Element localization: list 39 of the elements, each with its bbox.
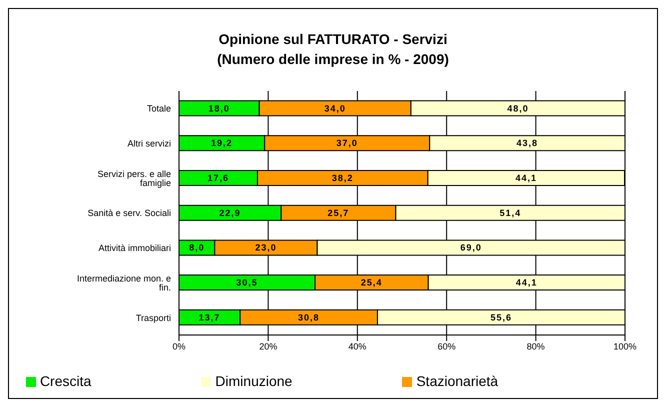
legend-label: Diminuzione <box>215 373 292 389</box>
data-label: 69,0 <box>460 242 482 253</box>
data-label: 25,4 <box>360 278 382 288</box>
y-tick-label: Intermediazione mon. e fin. <box>76 273 171 292</box>
data-label: 30,5 <box>236 278 258 288</box>
x-tick-label: 60% <box>438 341 456 352</box>
x-tick-label: 0% <box>172 341 186 352</box>
data-label: 23,0 <box>255 242 277 253</box>
x-tick-label: 40% <box>348 341 366 352</box>
data-label: 17,6 <box>207 172 230 183</box>
data-label: 38,2 <box>332 172 354 183</box>
data-label: 22,9 <box>219 208 241 218</box>
y-tick-label: Servizi pers. e alle famiglie <box>97 168 171 188</box>
data-label: 43,8 <box>516 138 538 148</box>
data-label: 8,0 <box>189 242 205 253</box>
data-label: 48,0 <box>507 103 529 114</box>
y-tick-label: Attività immobiliari <box>98 243 171 254</box>
y-tick-label: Trasporti <box>136 312 171 323</box>
data-label: 37,0 <box>336 138 358 148</box>
chart-title: Opinione sul FATTURATO - Servizi <box>218 30 448 49</box>
data-label: 44,1 <box>515 172 537 183</box>
y-tick-label: Altri servizi <box>127 138 171 148</box>
legend-label: Stazionarietà <box>416 373 498 389</box>
x-tick-label: 100% <box>613 341 637 352</box>
x-tick-label: 20% <box>259 341 278 352</box>
data-label: 30,8 <box>298 312 320 322</box>
y-tick-label: Sanità e serv. Sociali <box>88 208 171 218</box>
y-tick-label: Totale <box>146 104 171 114</box>
data-label: 18,0 <box>208 103 230 114</box>
data-label: 19,2 <box>211 138 233 148</box>
data-label: 13,7 <box>198 312 220 322</box>
chart-subtitle: (Numero delle imprese in % - 2009) <box>216 50 450 69</box>
data-label: 44,1 <box>516 278 538 288</box>
data-label: 34,0 <box>324 103 346 114</box>
data-label: 51,4 <box>500 208 522 218</box>
legend-label: Crescita <box>40 373 92 389</box>
data-label: 55,6 <box>490 312 512 322</box>
x-tick-label: 80% <box>526 341 545 352</box>
data-label: 25,7 <box>328 208 350 218</box>
